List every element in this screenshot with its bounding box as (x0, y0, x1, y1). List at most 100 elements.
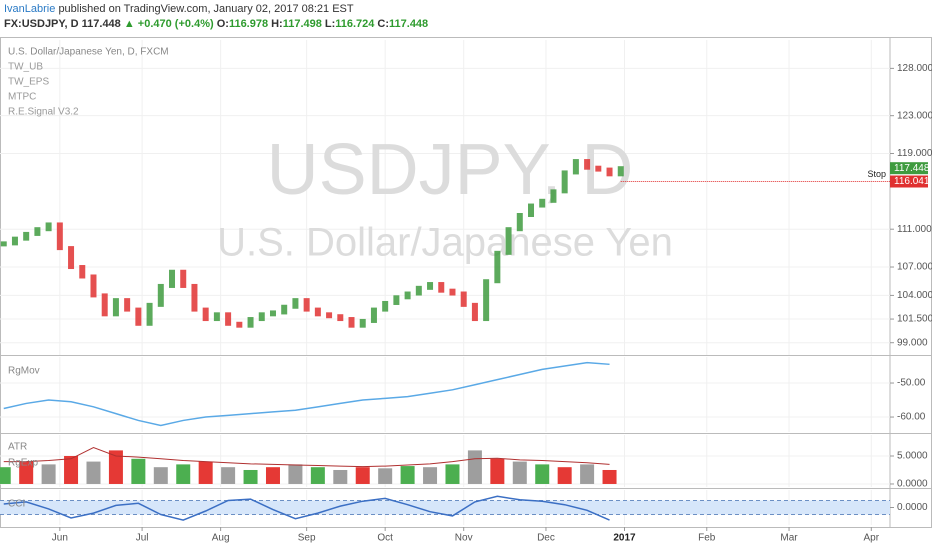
candle (258, 312, 265, 322)
study-name: R.E.Signal V3.2 (8, 107, 79, 118)
y-tick-label: -50.00 (897, 378, 926, 389)
x-tick-label: Nov (455, 533, 473, 544)
y-tick-label: 99.000 (897, 337, 928, 348)
y-tick-label: 128.000 (897, 63, 932, 74)
candle (539, 198, 546, 208)
candle (269, 310, 276, 317)
candle (528, 203, 535, 217)
x-tick-label: Oct (377, 533, 393, 544)
candle (292, 298, 299, 309)
stop-price-box (890, 175, 928, 188)
x-tick-label: Sep (298, 533, 316, 544)
ohlc-key: C: (377, 18, 390, 30)
candle (303, 298, 310, 312)
candle (247, 317, 254, 328)
x-tick-label: Aug (212, 533, 230, 544)
ohlc-value: 117.448 (389, 18, 429, 30)
candle (516, 213, 523, 232)
bar (198, 461, 213, 484)
candle (90, 274, 97, 298)
ohlc-value: 116.724 (335, 18, 375, 30)
bar (176, 464, 191, 484)
bar (535, 464, 550, 484)
watermark: USDJPY, D (267, 130, 634, 210)
candle (34, 227, 41, 236)
candle (449, 288, 456, 296)
candle (213, 312, 220, 322)
x-tick-label: Feb (698, 533, 716, 544)
last-price-label: 117.448 (894, 163, 930, 174)
bar (378, 468, 393, 484)
candle (112, 298, 119, 317)
ohlc-key: L: (324, 18, 336, 30)
y-tick-label: 111.000 (897, 224, 932, 235)
candle (45, 222, 52, 232)
y-tick-label: 101.500 (897, 314, 932, 325)
y-tick-label: 123.000 (897, 110, 932, 121)
y-tick-label: 0.0000 (897, 479, 928, 490)
candle (135, 307, 142, 326)
candle (505, 227, 512, 255)
header: IvanLabrie published on TradingView.com,… (4, 2, 431, 32)
candle (404, 291, 411, 300)
frame (0, 37, 932, 528)
x-tick-label: 2017 (613, 533, 636, 544)
bar (265, 467, 280, 484)
candle (281, 304, 288, 315)
bar (243, 469, 258, 484)
quote-line: FX:USDJPY, D 117.448 ▲ +0.470 (+0.4%) O:… (4, 17, 431, 32)
candle (550, 189, 557, 203)
author[interactable]: IvanLabrie (4, 3, 56, 15)
last-price-box (890, 162, 928, 175)
x-tick-label: Mar (780, 533, 798, 544)
watermark: U.S. Dollar/Japanese Yen (217, 221, 673, 265)
stop-label: Stop (867, 169, 886, 179)
bar (41, 464, 56, 484)
bar (490, 458, 505, 484)
candle (494, 250, 501, 284)
ohlc: O:116.978 H:117.498 L:116.724 C:117.448 (217, 18, 431, 30)
ohlc-key: H: (271, 18, 283, 30)
candle (326, 312, 333, 319)
bar (580, 464, 595, 484)
candle (146, 302, 153, 326)
candle (101, 293, 108, 317)
bar (131, 458, 146, 484)
legend-label: RgExp (8, 458, 38, 469)
ohlc-value: 116.978 (228, 18, 269, 30)
bar (0, 467, 11, 484)
line (3, 447, 610, 468)
study-name: MTPC (8, 92, 36, 103)
published: published on TradingView.com, January 02… (58, 3, 354, 15)
y-tick-label: 107.000 (897, 262, 932, 273)
ohlc-key: O: (216, 18, 229, 30)
bar (310, 467, 325, 484)
candle (79, 265, 86, 279)
bar (333, 469, 348, 484)
last: 117.448 (81, 18, 121, 30)
legend-label: ATR (8, 442, 27, 453)
bar (423, 467, 438, 484)
bar (86, 461, 101, 484)
candle (393, 295, 400, 305)
candle (236, 321, 243, 328)
bar (400, 466, 415, 484)
candle (68, 246, 75, 270)
line (3, 495, 610, 521)
bar (557, 467, 572, 484)
candle (415, 285, 422, 296)
study-name: TW_EPS (8, 77, 49, 88)
study-name: TW_UB (8, 62, 43, 73)
y-tick-label: 0.0000 (897, 502, 928, 513)
candle (202, 307, 209, 322)
bar (512, 461, 527, 484)
bar (19, 461, 34, 484)
bar (153, 467, 168, 484)
candle (595, 165, 602, 172)
candle (191, 283, 198, 312)
bar (288, 464, 303, 484)
candle (314, 307, 321, 317)
ohlc-value: 117.498 (282, 18, 322, 30)
